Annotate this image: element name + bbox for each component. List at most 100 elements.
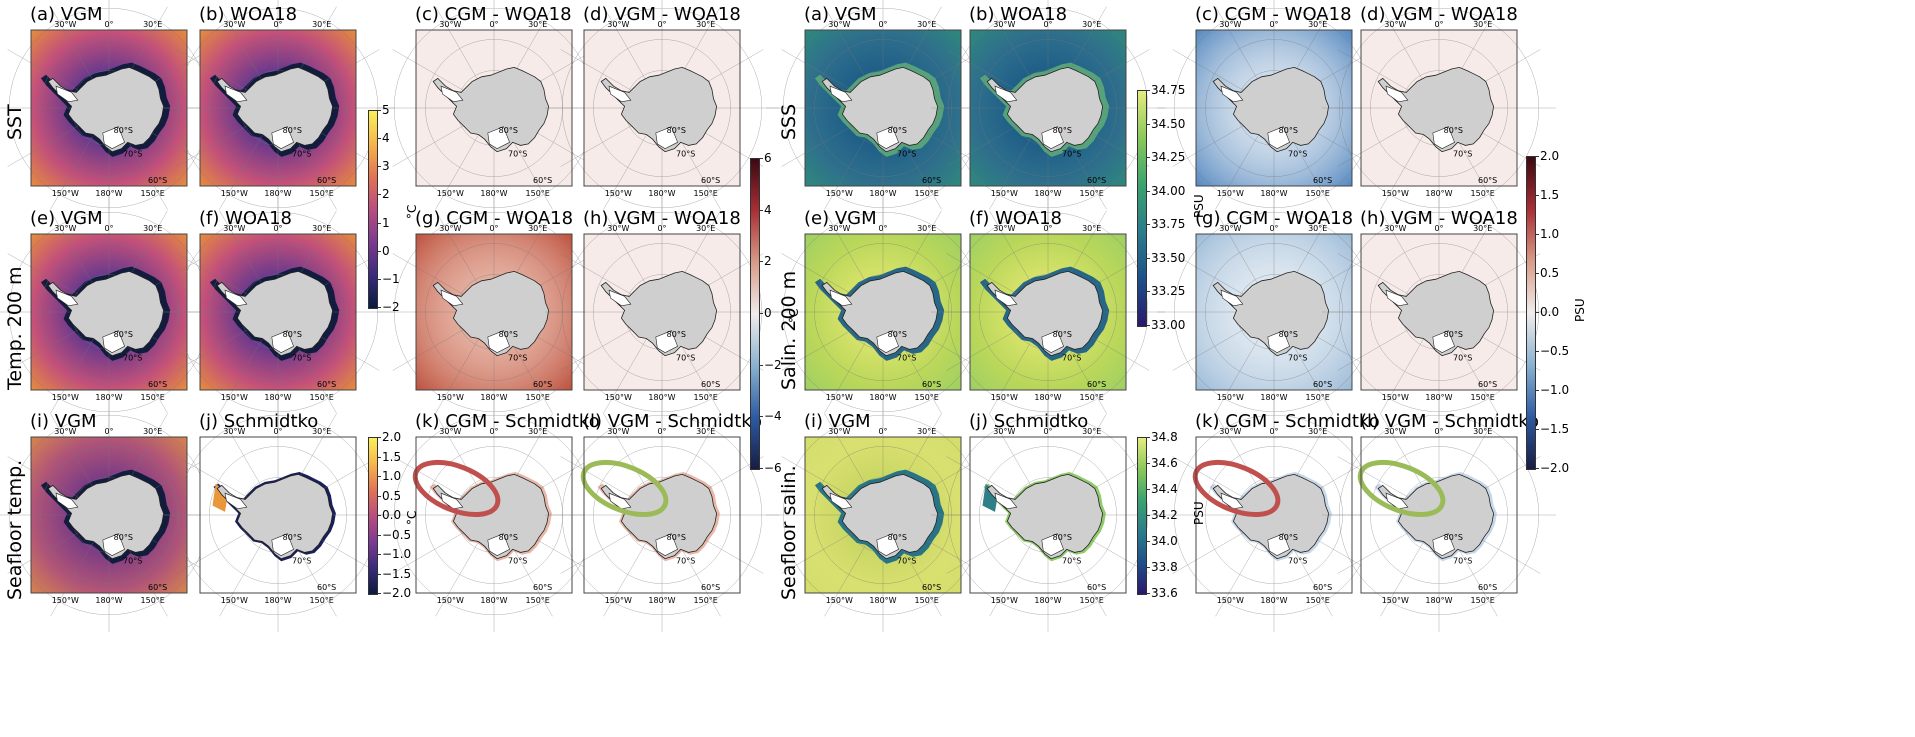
colorbar-tick [759, 261, 763, 263]
antarctica-landmass [1377, 66, 1495, 153]
lat-tick-label: 70°S [1288, 149, 1307, 158]
colorbar-tick [1535, 312, 1539, 313]
colorbar-tick-label: 4 [382, 131, 390, 146]
lon-tick-label: 180°W [1034, 596, 1061, 605]
colorbar-tick [1535, 273, 1539, 274]
lat-tick-label: 70°S [676, 149, 695, 158]
colorbar-tick [377, 476, 381, 477]
map-panel: 30°W 0° 30°E 150°W 180°W 150°E 80°S 70°S 60°S [545, 0, 779, 225]
antarctica-landmass [432, 66, 550, 153]
colorbar-tick-label: 2 [382, 187, 390, 202]
colorbar-tick [1535, 234, 1539, 235]
lon-tick-label: 30°W [54, 224, 76, 233]
lon-tick-label: 0° [104, 427, 113, 436]
lon-tick-label: 30°E [1308, 224, 1327, 233]
lon-tick-label: 0° [1434, 20, 1443, 29]
colorbar-tick-label: −1 [382, 271, 400, 286]
lon-tick-label: 150°W [991, 596, 1018, 605]
lon-tick-label: 30°E [528, 427, 547, 436]
lat-tick-label: 70°S [1288, 353, 1307, 362]
colorbar-tick-label: 33.75 [1151, 217, 1186, 232]
antarctica-landmass [47, 66, 165, 153]
lat-tick-label: 70°S [1453, 149, 1472, 158]
lon-tick-label: 30°W [223, 20, 245, 29]
lon-tick-label: 150°W [437, 596, 464, 605]
lon-tick-label: 0° [1043, 224, 1052, 233]
lat-tick-label: 80°S [499, 330, 518, 339]
colorbar-tick-label: 34.00 [1151, 183, 1186, 198]
lon-tick-label: 0° [657, 427, 666, 436]
lon-tick-label: 30°W [607, 224, 629, 233]
lon-tick-label: 30°W [607, 427, 629, 436]
lon-tick-label: 30°E [1082, 224, 1101, 233]
panel-title: (i) VGM [30, 411, 97, 432]
lon-tick-label: 0° [1043, 20, 1052, 29]
colorbar-tick [377, 278, 381, 280]
antarctica-landmass [986, 473, 1104, 560]
map-panel: 30°W 0° 30°E 150°W 180°W 150°E 80°S 70°S 60°S [1322, 0, 1556, 225]
lon-tick-label: 30°E [1473, 427, 1492, 436]
lon-tick-label: 150°W [826, 596, 853, 605]
lon-tick-label: 180°W [1034, 189, 1061, 198]
lat-tick-label: 80°S [283, 533, 302, 542]
colorbar-tick-label: −4 [764, 409, 782, 424]
lat-tick-label: 80°S [283, 126, 302, 135]
antarctica-landmass [986, 270, 1104, 357]
lat-tick-label: 80°S [1279, 533, 1298, 542]
lon-tick-label: 30°E [696, 224, 715, 233]
lon-tick-label: 150°W [221, 189, 248, 198]
lat-tick-label: 60°S [1313, 380, 1332, 389]
lat-tick-label: 80°S [1444, 330, 1463, 339]
antarctica-landmass [216, 66, 334, 153]
map-panel: 30°W 0° 30°E 150°W 180°W 150°E 80°S 70°S 60°S [931, 195, 1165, 429]
lon-tick-label: 150°W [605, 393, 632, 402]
lat-tick-label: 70°S [1453, 353, 1472, 362]
lon-tick-label: 180°W [480, 189, 507, 198]
colorbar-tick [1535, 429, 1539, 430]
lon-tick-label: 0° [104, 20, 113, 29]
map-panel: 30°W 0° 30°E 150°W 180°W 150°E 80°S 70°S 60°S [545, 398, 779, 632]
polar-map: 30°W 0° 30°E 150°W 180°W 150°E 80°S 70°S 60°S [931, 0, 1165, 225]
colorbar-tick [1146, 515, 1150, 516]
lat-tick-label: 80°S [499, 126, 518, 135]
lon-tick-label: 0° [273, 20, 282, 29]
lon-tick-label: 180°W [869, 596, 896, 605]
lat-tick-label: 60°S [922, 583, 941, 592]
colorbar-tick-label: 33.8 [1151, 560, 1178, 574]
lon-tick-label: 150°E [141, 189, 165, 198]
lat-tick-label: 80°S [1053, 330, 1072, 339]
lon-tick-label: 180°W [95, 596, 122, 605]
panel-title: (b) WOA18 [199, 4, 298, 25]
lon-tick-label: 0° [1434, 224, 1443, 233]
lon-tick-label: 150°E [1471, 596, 1495, 605]
colorbar-tick [1535, 468, 1539, 469]
lat-tick-label: 80°S [1279, 330, 1298, 339]
lon-tick-label: 150°E [1306, 393, 1330, 402]
colorbar-tick-label: −2.0 [1540, 461, 1570, 475]
lon-tick-label: 180°W [1034, 393, 1061, 402]
lon-tick-label: 150°E [694, 189, 718, 198]
colorbar-tick-label: −1.5 [382, 566, 412, 581]
map-panel: 30°W 0° 30°E 150°W 180°W 150°E 80°S 70°S 60°S [766, 195, 1000, 429]
colorbar-tick-label: 0.0 [1540, 305, 1560, 319]
row-label: Salin. 200 m [778, 270, 800, 390]
antarctica-landmass [1377, 473, 1495, 560]
map-panel: 30°W 0° 30°E 150°W 180°W 150°E 80°S 70°S 60°S [161, 0, 395, 225]
lon-tick-label: 0° [489, 427, 498, 436]
antarctica-landmass [216, 270, 334, 357]
colorbar-tick [1146, 224, 1150, 226]
colorbar-tick [377, 307, 381, 308]
lat-tick-label: 80°S [667, 533, 686, 542]
lon-tick-label: 30°W [439, 427, 461, 436]
lat-tick-label: 60°S [1478, 583, 1497, 592]
map-panel: 30°W 0° 30°E 150°W 180°W 150°E 80°S 70°S 60°S [1322, 398, 1556, 632]
colorbar-tick-label: −0.5 [1540, 344, 1570, 358]
colorbar-tick [1146, 90, 1150, 91]
lon-tick-label: 150°W [52, 596, 79, 605]
map-panel: 30°W 0° 30°E 150°W 180°W 150°E 80°S 70°S 60°S [931, 398, 1165, 632]
polar-map: 30°W 0° 30°E 150°W 180°W 150°E 80°S 70°S 60°S [545, 195, 779, 429]
colorbar-tick-label: 4 [764, 202, 772, 217]
lon-tick-label: 30°E [1473, 224, 1492, 233]
lon-tick-label: 150°W [52, 189, 79, 198]
colorbar-tick-label: 34.8 [1151, 430, 1178, 444]
